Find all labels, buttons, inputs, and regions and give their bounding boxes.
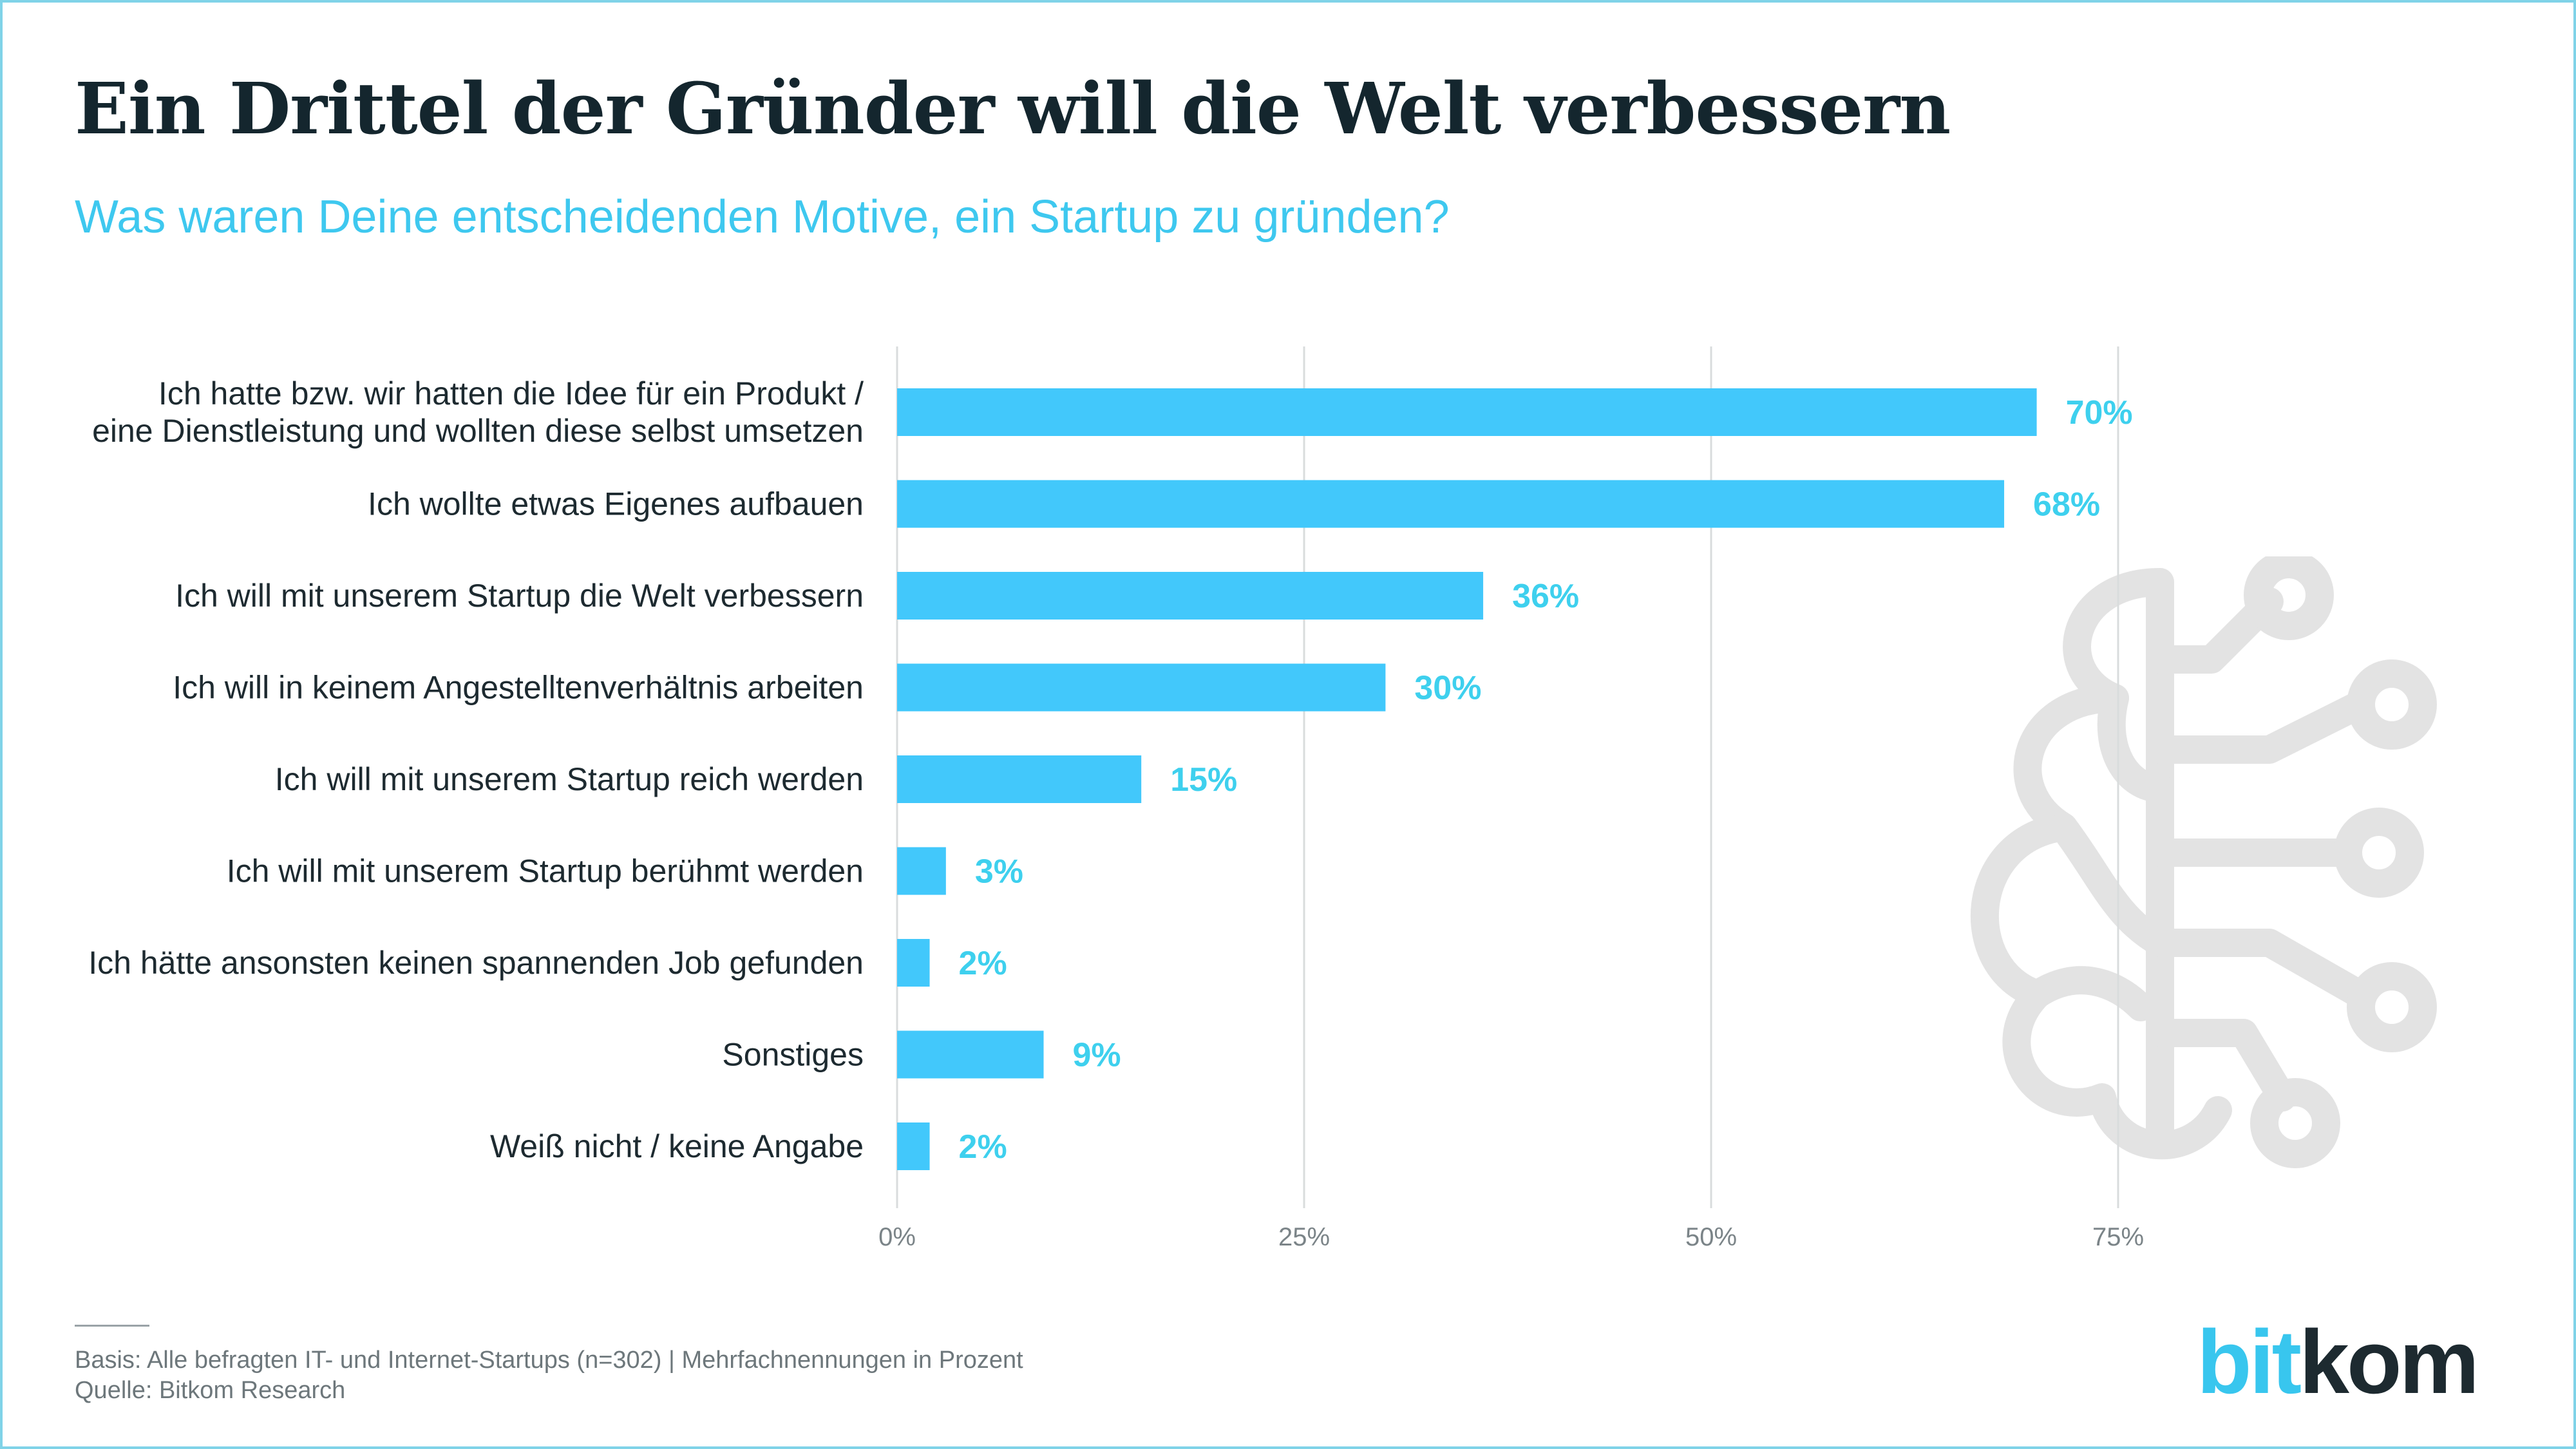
x-tick-label: 75% [2092, 1223, 2144, 1251]
category-label-line: Ich hatte bzw. wir hatten die Idee für e… [158, 375, 864, 412]
bar-5 [897, 847, 946, 895]
value-label: 3% [975, 853, 1023, 891]
page-title: Ein Drittel der Gründer will die Welt ve… [75, 67, 1951, 150]
footer-divider [75, 1325, 149, 1327]
value-label: 9% [1073, 1037, 1121, 1074]
category-label: Ich will mit unserem Startup die Welt ve… [175, 578, 864, 614]
x-tick-label: 0% [878, 1223, 916, 1251]
category-label: Ich will mit unserem Startup berühmt wer… [227, 853, 864, 889]
category-label-line: Ich will mit unserem Startup reich werde… [275, 761, 864, 797]
chart-subtitle: Was waren Deine entscheidenden Motive, e… [75, 191, 1450, 243]
bar-3 [897, 663, 1386, 712]
brain-circuit-icon [1970, 556, 2437, 1168]
category-label: Ich hätte ansonsten keinen spannenden Jo… [88, 945, 864, 981]
value-labels: 70% 68% 36% 30% 15% 3% 2% 9% 2% [959, 394, 2133, 1166]
value-label: 70% [2066, 394, 2133, 431]
logo-text-bit: bit [2197, 1311, 2302, 1412]
value-label: 68% [2033, 486, 2100, 524]
bar-2 [897, 572, 1484, 620]
category-label: Ich will mit unserem Startup reich werde… [275, 761, 864, 797]
category-label-line: Ich will mit unserem Startup berühmt wer… [227, 853, 864, 889]
bar-4 [897, 755, 1142, 803]
category-label-line: Ich wollte etwas Eigenes aufbauen [368, 486, 864, 522]
category-label-line: Ich hätte ansonsten keinen spannenden Jo… [88, 945, 864, 981]
category-label-line: Weiß nicht / keine Angabe [490, 1128, 864, 1164]
category-label: Ich hatte bzw. wir hatten die Idee für e… [92, 375, 864, 449]
bar-chart: Ich hatte bzw. wir hatten die Idee für e… [88, 346, 2144, 1251]
bar-8 [897, 1122, 930, 1170]
category-label-line: eine Dienstleistung und wollten diese se… [92, 413, 864, 449]
value-label: 2% [959, 945, 1007, 982]
bitkom-logo: bitkom [2197, 1310, 2479, 1414]
logo-text-kom: kom [2299, 1311, 2479, 1412]
bar-7 [897, 1030, 1044, 1079]
value-label: 2% [959, 1128, 1007, 1166]
category-label: Ich wollte etwas Eigenes aufbauen [368, 486, 864, 522]
footer-basis: Basis: Alle befragten IT- und Internet-S… [75, 1347, 1023, 1374]
bar-1 [897, 480, 2005, 528]
category-label-line: Ich will in keinem Angestelltenverhältni… [173, 670, 864, 706]
category-label-line: Sonstiges [722, 1037, 864, 1073]
category-label: Sonstiges [722, 1037, 864, 1073]
category-label-line: Ich will mit unserem Startup die Welt ve… [175, 578, 864, 614]
bar-6 [897, 939, 930, 987]
x-axis-ticks: 0% 25% 50% 75% [878, 1223, 2144, 1251]
value-label: 30% [1414, 670, 1481, 707]
x-tick-label: 25% [1278, 1223, 1330, 1251]
value-label: 15% [1170, 761, 1237, 799]
footer-source: Quelle: Bitkom Research [75, 1377, 346, 1404]
bar-series [897, 388, 2037, 1170]
x-tick-label: 50% [1685, 1223, 1737, 1251]
category-labels: Ich hatte bzw. wir hatten die Idee für e… [88, 375, 864, 1164]
category-label: Weiß nicht / keine Angabe [490, 1128, 864, 1164]
value-label: 36% [1512, 578, 1579, 615]
bar-0 [897, 388, 2037, 436]
category-label: Ich will in keinem Angestelltenverhältni… [173, 670, 864, 706]
